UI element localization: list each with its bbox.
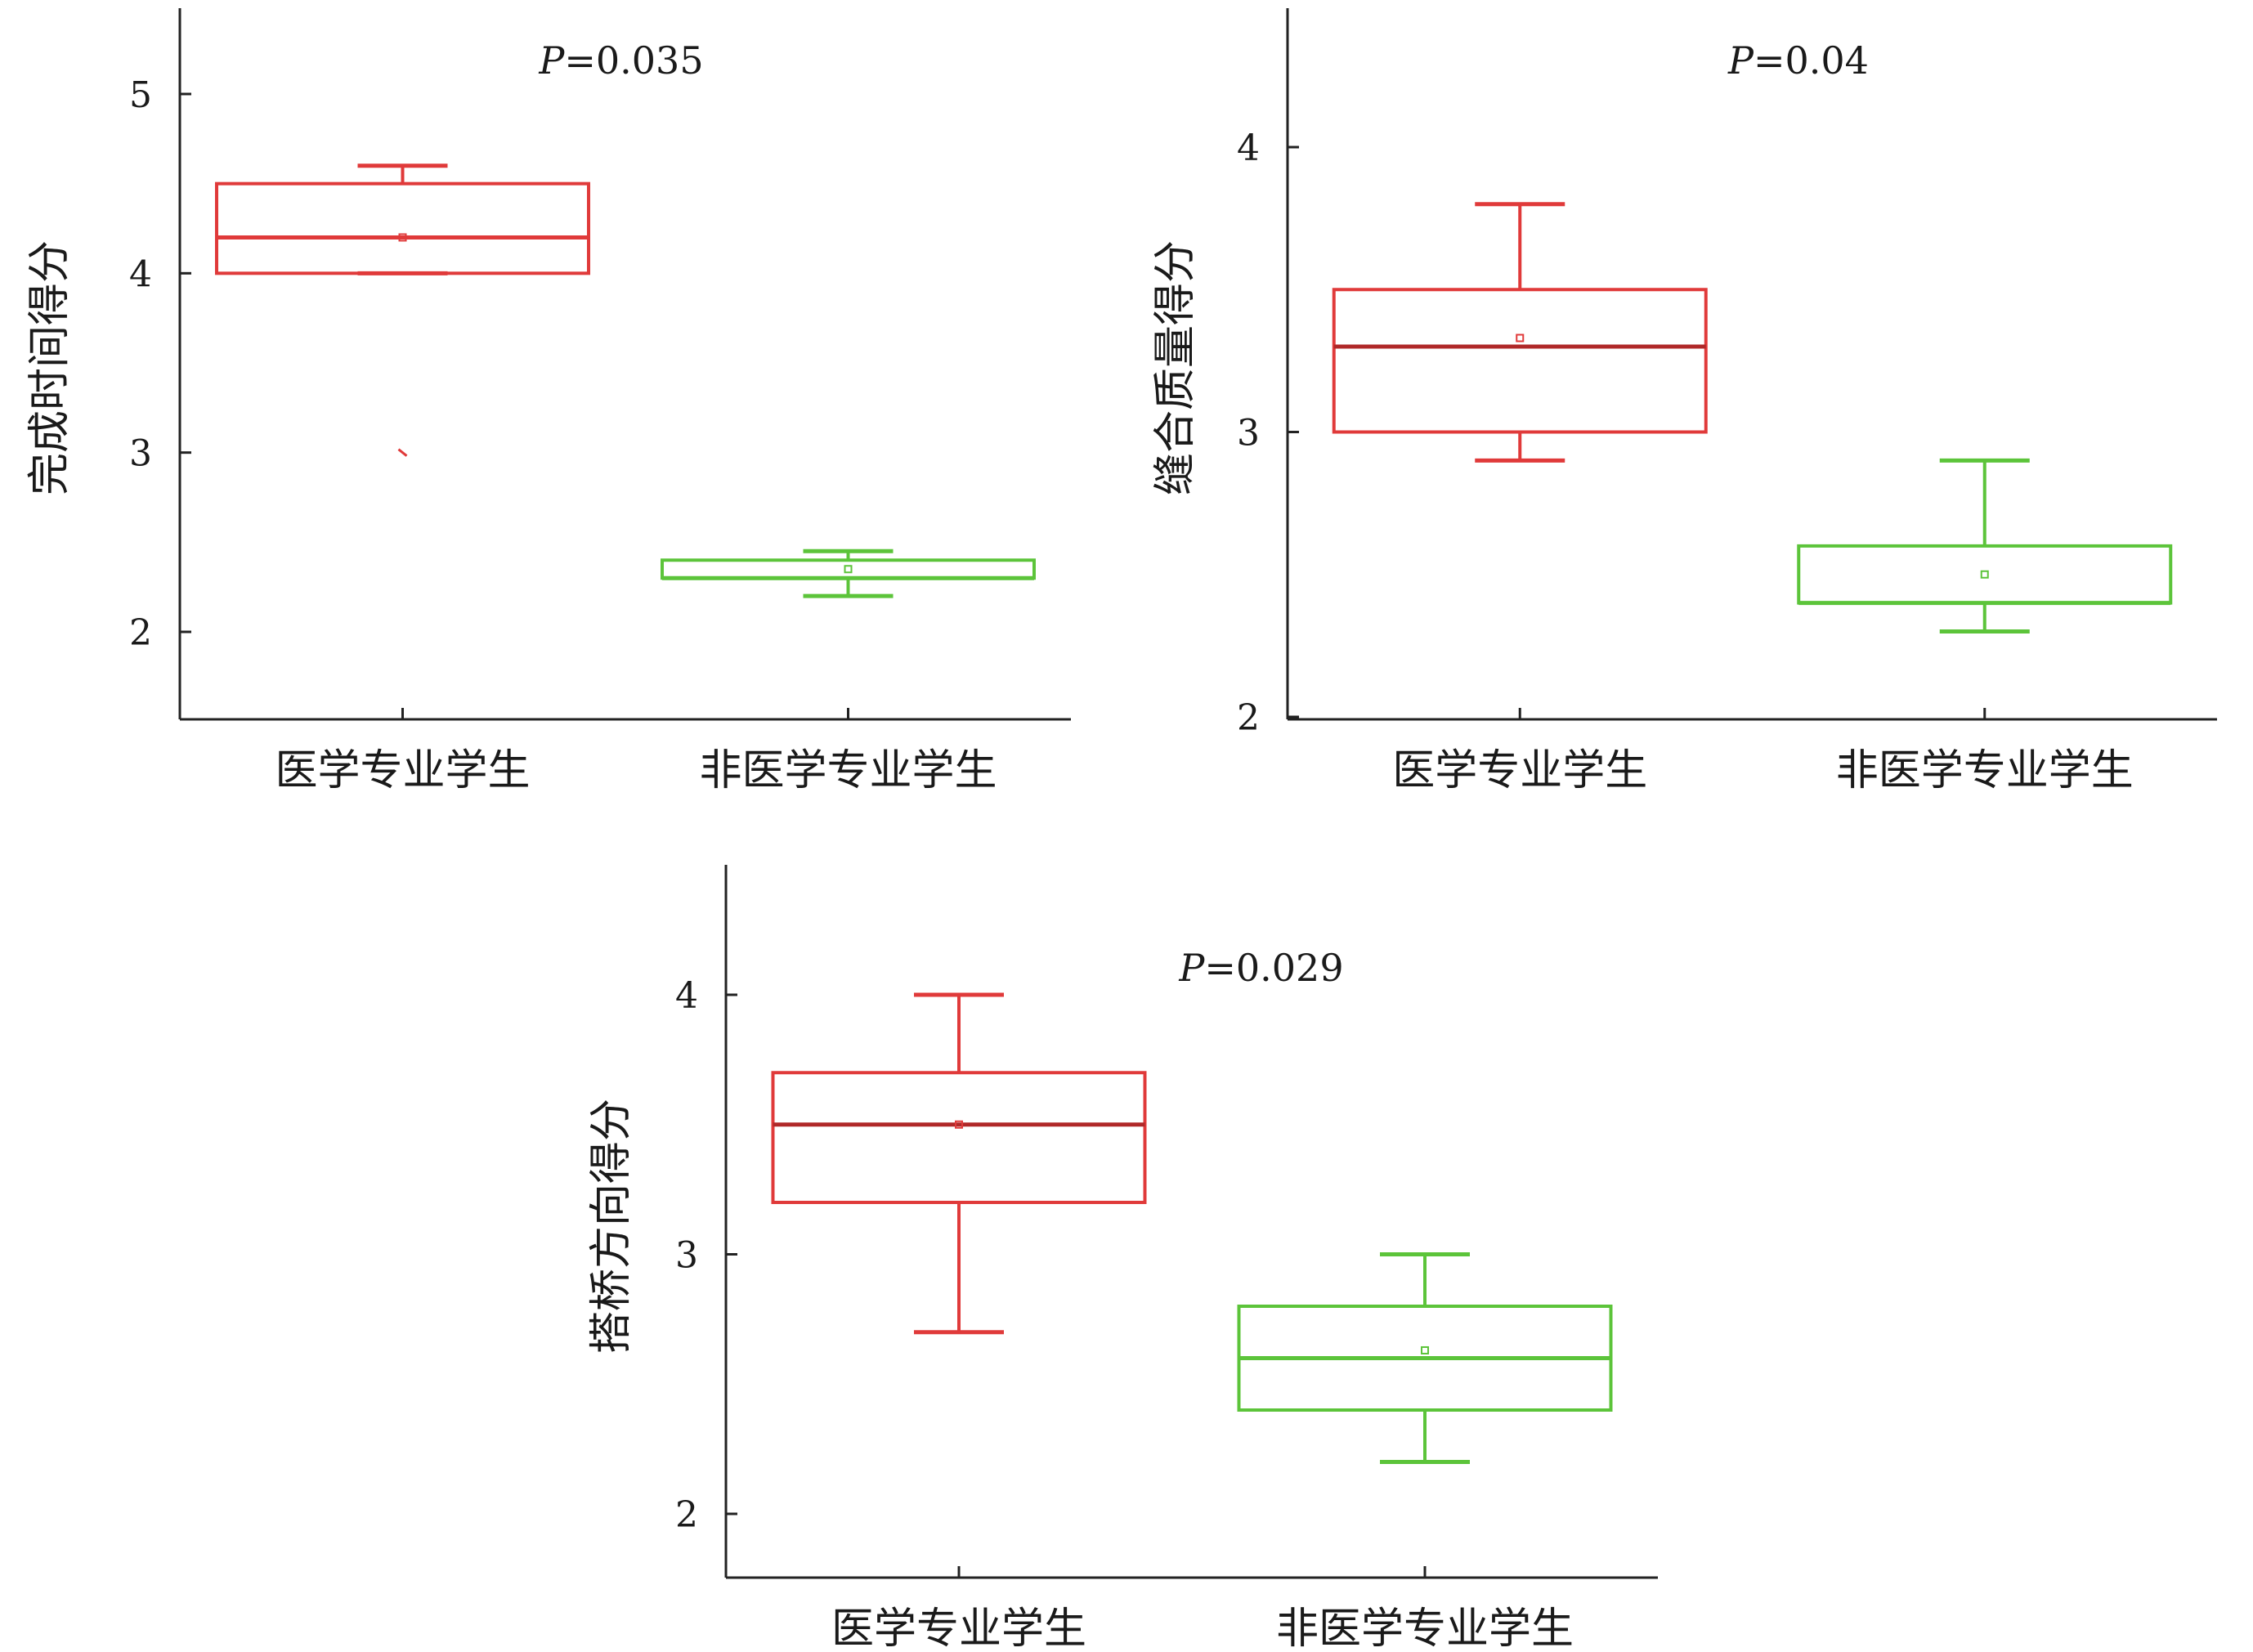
y-tick-label: 4 [129,253,152,295]
box-2 [1237,1252,1613,1464]
y-tick-label: 3 [675,1235,698,1277]
x-tick-label: 非医学专业学生 [1836,746,2134,795]
y-axis-label: 完成时间得分 [25,240,74,495]
box-iqr [771,1071,1147,1204]
mean-marker [1980,570,1989,579]
panel-3: 2 3 4 医学专业学生 非医学专业学生 搭桥方向得分 P=0.029 [587,865,1658,1652]
y-tick-label: 3 [129,433,152,475]
mean-marker [955,1120,963,1129]
box-2 [1797,458,2173,633]
p-value-annotation: P=0.035 [538,38,703,83]
x-tick-label: 医学专业学生 [275,746,530,795]
p-value-annotation: P=0.029 [1178,946,1343,990]
box-2 [661,548,1036,598]
y-tick-label: 2 [1237,697,1260,739]
y-tick-label: 5 [129,74,152,116]
y-tick-label: 4 [675,975,698,1017]
box-iqr [661,558,1036,580]
box-iqr [1797,544,2173,605]
box-1 [771,992,1147,1335]
mean-marker [844,565,853,574]
box-iqr [215,181,590,275]
outlier-point [397,448,408,457]
x-tick-label: 医学专业学生 [1392,746,1647,795]
p-value-annotation: P=0.04 [1727,38,1869,83]
panel-1: 2 3 4 5 医学专业学生 非医学专业学生 完成时间得分 P=0.035 [25,8,1071,795]
box-1 [215,163,590,457]
panel-2: 2 3 4 医学专业学生 非医学专业学生 缝合质量得分 P=0.04 [1151,8,2217,795]
y-axis-label: 缝合质量得分 [1151,240,1200,495]
mean-marker [1516,334,1525,342]
x-tick-label: 非医学专业学生 [699,746,997,795]
mean-marker [1421,1345,1429,1354]
x-tick-label: 医学专业学生 [831,1605,1086,1652]
y-tick-label: 2 [129,612,152,654]
box-iqr [1332,288,1708,434]
x-tick-label: 非医学专业学生 [1276,1605,1574,1652]
y-tick-label: 4 [1237,128,1260,169]
box-1 [1332,202,1708,463]
y-tick-label: 3 [1237,413,1260,454]
y-axis-label: 搭桥方向得分 [587,1099,636,1354]
y-tick-label: 2 [675,1494,698,1536]
mean-marker [398,233,407,242]
